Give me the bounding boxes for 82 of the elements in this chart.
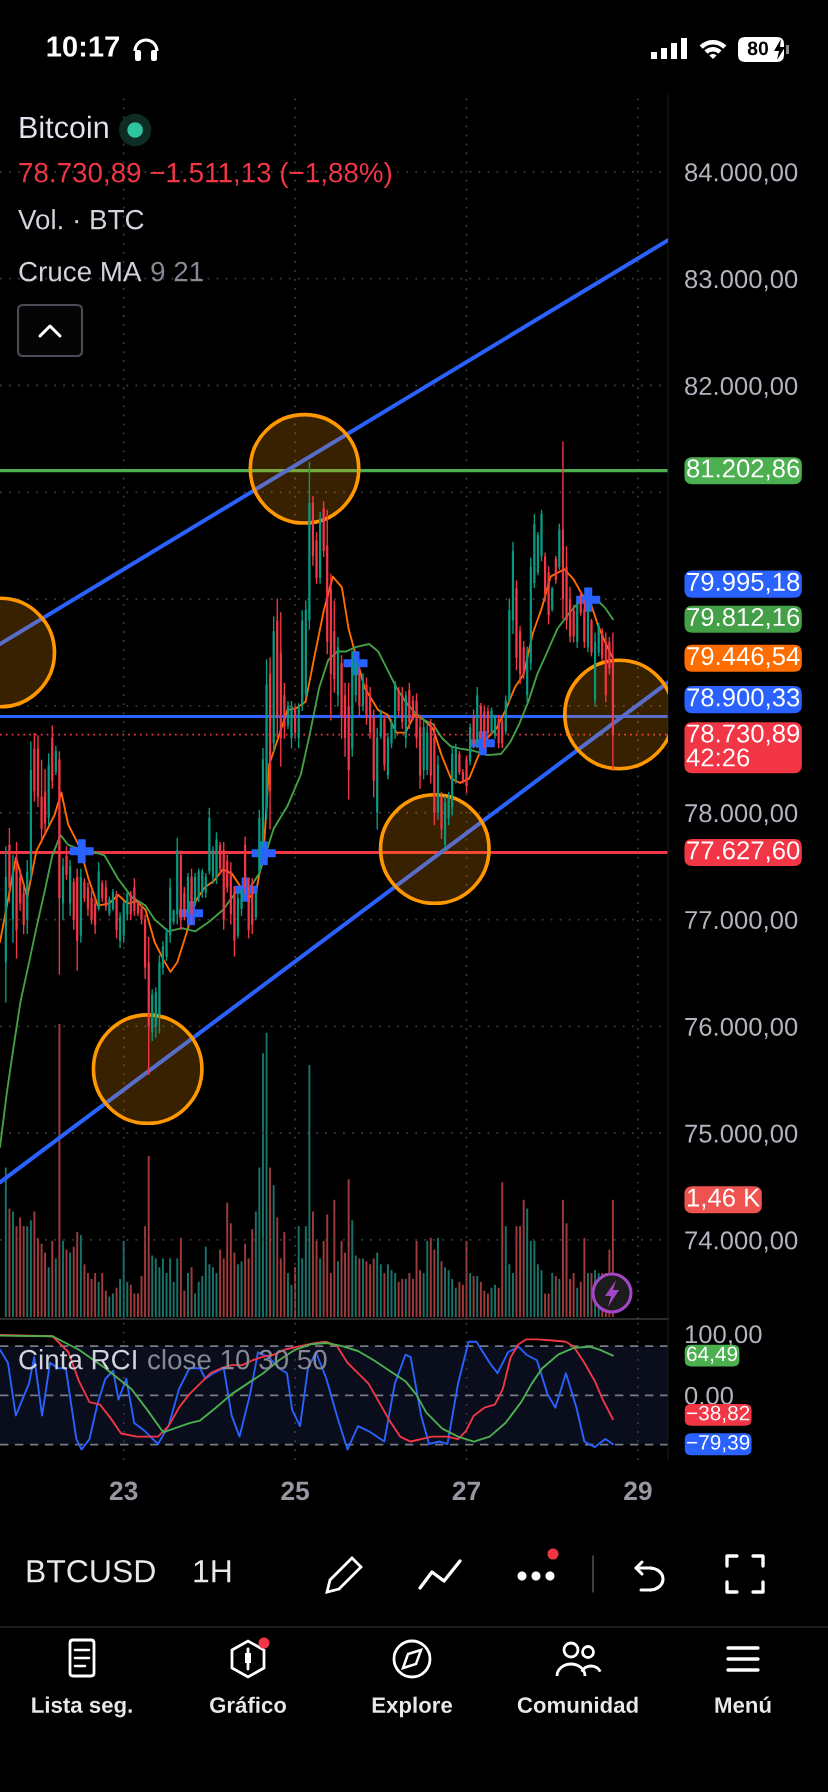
point: [69, 839, 94, 864]
candlestick: [208, 807, 211, 875]
candlestick: [197, 868, 200, 903]
y-tick-label: 84.000,00: [685, 163, 798, 185]
text: Menú: [715, 1696, 771, 1713]
y-tick-label: 75.000,00: [685, 1124, 798, 1146]
text: 79.812,16: [687, 607, 800, 630]
text: 78.730,89 −1.511,13 (−1,88%): [19, 162, 392, 188]
candlestick: [572, 604, 575, 643]
text: 1,46 K: [687, 1188, 760, 1210]
text: 79.446,54: [687, 646, 800, 669]
text: Comunidad: [517, 1696, 638, 1713]
y-tick-label: 77.000,00: [685, 910, 798, 933]
candlestick: [522, 641, 525, 679]
candlestick: [104, 880, 107, 911]
candlestick: [133, 878, 136, 916]
candlestick: [111, 888, 115, 911]
y-tick-label: 82.000,00: [685, 376, 798, 399]
point: [248, 412, 361, 525]
ref-line-label: 78.730,89 42:26: [686, 724, 800, 767]
text: 79.995,18: [687, 572, 800, 595]
candlestick: [597, 622, 600, 657]
text: −38,82: [687, 1405, 750, 1423]
candlestick: [590, 618, 593, 657]
candlestick: [22, 882, 25, 935]
candlestick: [551, 586, 554, 612]
text: Gráfico: [210, 1696, 287, 1713]
ref-line-label: 77.627,60: [687, 841, 800, 863]
candlestick: [508, 598, 511, 703]
ref-line-label: 81.202,86: [687, 459, 800, 481]
candlestick: [472, 709, 475, 749]
text: Explore: [372, 1696, 452, 1718]
x-tick-label: 25: [281, 1481, 310, 1501]
line-series: [0, 568, 614, 973]
y-tick-label: 76.000,00: [685, 1017, 798, 1039]
y-tick-label: 100,00: [685, 1325, 762, 1347]
text: −79,39: [687, 1435, 750, 1453]
y-tick-label: 74.000,00: [685, 1231, 798, 1253]
candlestick: [201, 868, 204, 898]
candlestick: [204, 872, 207, 898]
candlestick: [408, 682, 411, 730]
chart-title: Vol. · BTC: [18, 209, 144, 230]
candlestick: [358, 666, 361, 717]
candlestick: [547, 566, 550, 625]
candlestick: [97, 862, 100, 911]
candlestick: [258, 809, 261, 875]
y-tick-label: 78.000,00: [685, 804, 798, 826]
text: 10:17: [47, 36, 120, 57]
candlestick: [108, 896, 111, 916]
ref-line-label: 78.900,33: [687, 688, 800, 710]
point: [378, 793, 491, 906]
text: 1H: [194, 1560, 231, 1583]
candlestick: [115, 891, 118, 939]
candlestick: [483, 705, 486, 749]
candlestick: [379, 709, 382, 739]
candlestick: [272, 616, 275, 753]
text: Lista seg.: [32, 1696, 132, 1718]
candlestick: [129, 891, 132, 921]
point: [91, 1013, 204, 1126]
text: Bitcoin: [20, 115, 108, 139]
candlestick: [290, 700, 293, 749]
candlestick: [486, 707, 490, 739]
candlestick: [101, 880, 104, 903]
candlestick: [458, 751, 461, 775]
candlestick: [215, 832, 218, 884]
annotation: Cruce MA: [19, 261, 142, 282]
candlestick: [190, 868, 193, 925]
x-tick-label: 29: [624, 1481, 652, 1501]
text: 80: [747, 41, 769, 56]
candlestick: [490, 707, 493, 735]
annotation: 9 21: [151, 261, 203, 282]
candlestick: [440, 791, 443, 840]
x-tick-label: 23: [109, 1481, 138, 1501]
text: 64,49: [687, 1346, 738, 1364]
x-tick-label: 27: [452, 1481, 481, 1500]
y-tick-label: 83.000,00: [685, 270, 798, 292]
candlestick: [422, 719, 425, 780]
candlestick: [247, 878, 250, 939]
candlestick: [465, 755, 468, 794]
text: BTCUSD: [27, 1559, 155, 1583]
candlestick: [493, 714, 497, 739]
candlestick: [254, 891, 257, 921]
